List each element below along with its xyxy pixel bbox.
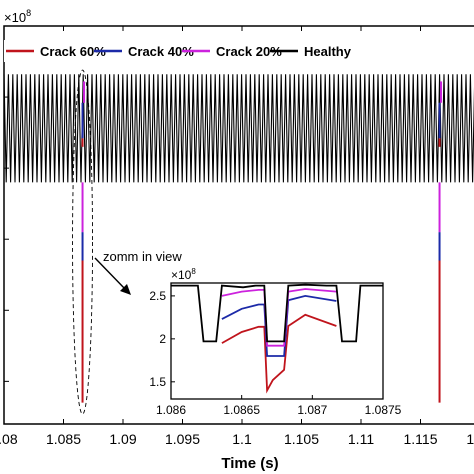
legend-label: Crack 60%	[40, 44, 106, 59]
x-tick-label: 1.12	[466, 431, 474, 447]
x-tick-label: 1.11	[348, 431, 374, 447]
inset-series-crack-20	[221, 288, 337, 347]
inset-y-tick-label: 1.5	[149, 375, 166, 389]
y-exponent-label: ×108	[4, 8, 31, 25]
legend: Crack 60% Crack 40% Crack 20% Healthy	[4, 40, 474, 62]
x-axis-title: Time (s)	[221, 455, 278, 472]
zoom-arrowhead	[120, 284, 131, 295]
inset-exponent-label: ×108	[171, 267, 196, 282]
inset-series-crack-60	[221, 313, 337, 394]
inset-series-healthy	[171, 283, 383, 343]
inset-x-tick-label: 1.0865	[223, 403, 260, 417]
legend-background	[4, 40, 474, 62]
x-tick-label: 1.115	[404, 431, 438, 447]
x-tick-label: 1.08	[0, 431, 18, 447]
inset-x-tick-label: 1.086	[156, 403, 186, 417]
series-healthy	[3, 74, 474, 183]
inset-axis-ticks: 1.086 1.0865 1.087 1.0875 1.5 2 2.5	[149, 289, 401, 417]
main-series-layer	[3, 74, 474, 403]
legend-label: Healthy	[304, 44, 352, 59]
zoom-annotation-text: zomm in view	[103, 249, 182, 264]
inset-x-tick-label: 1.087	[297, 403, 327, 417]
x-tick-label: 1.095	[165, 431, 200, 447]
x-tick-label: 1.1	[232, 431, 252, 447]
inset-y-tick-label: 2.5	[149, 289, 166, 303]
x-tick-label: 1.105	[284, 431, 319, 447]
zoom-arrow	[94, 257, 127, 291]
x-tick-label: 1.085	[46, 431, 81, 447]
inset-x-tick-label: 1.0875	[365, 403, 402, 417]
legend-label: Crack 20%	[216, 44, 282, 59]
x-tick-label: 1.09	[109, 431, 136, 447]
inset-series-crack-40	[221, 294, 337, 357]
legend-label: Crack 40%	[128, 44, 194, 59]
inset-y-tick-label: 2	[159, 332, 166, 346]
inset-plot: ×108 1.086 1.0865 1.087 1.0875 1.5 2 2.5	[149, 267, 401, 417]
main-axis-ticks: 1.08 1.085 1.09 1.095 1.1 1.105 1.11 1.115 1.12	[0, 26, 474, 447]
inset-series-layer	[171, 283, 383, 394]
inset-frame	[170, 282, 384, 400]
zoom-ellipse-marker	[72, 69, 93, 415]
zoom-ellipse	[72, 69, 93, 415]
zoom-annotation: zomm in view	[94, 249, 182, 295]
